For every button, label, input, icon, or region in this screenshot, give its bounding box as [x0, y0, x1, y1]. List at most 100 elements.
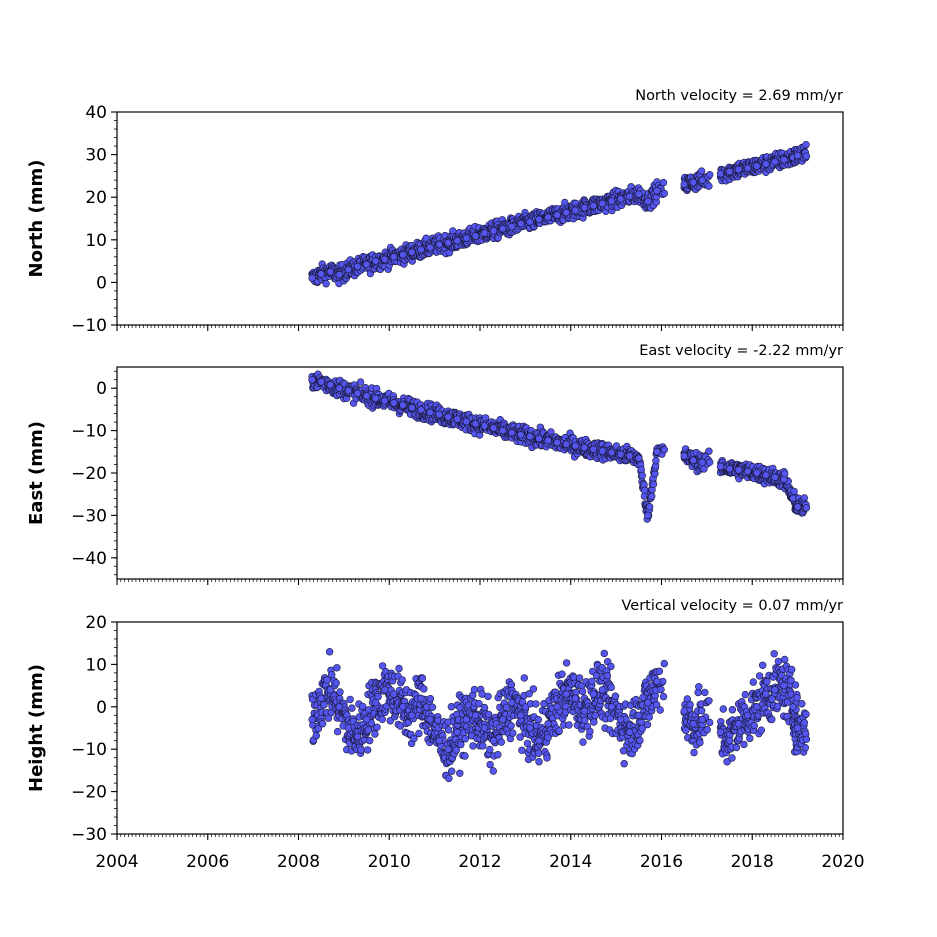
data-point — [749, 678, 757, 686]
data-point — [308, 376, 316, 384]
data-point — [435, 410, 443, 419]
data-point — [607, 683, 615, 692]
data-point — [353, 389, 362, 397]
data-point — [332, 679, 340, 687]
data-point — [456, 769, 464, 777]
data-point — [485, 710, 493, 719]
data-point — [625, 192, 634, 201]
data-point — [607, 448, 616, 457]
data-point — [494, 750, 502, 759]
data-point — [680, 707, 688, 715]
data-point — [753, 469, 761, 477]
data-point — [800, 719, 808, 727]
panel-title-north: North velocity = 2.69 mm/yr — [635, 88, 843, 104]
y-axis-label-north: North (mm) — [26, 160, 47, 278]
data-point — [793, 151, 802, 160]
data-point — [417, 406, 425, 414]
data-point — [444, 745, 452, 753]
data-point — [696, 738, 704, 747]
data-point — [580, 707, 589, 715]
data-point — [462, 418, 471, 426]
data-point — [444, 239, 452, 247]
data-point — [381, 255, 389, 264]
data-point — [486, 760, 494, 769]
data-point — [635, 454, 643, 462]
data-point — [336, 688, 344, 696]
data-point — [743, 467, 752, 475]
y-tick-label: −40 — [71, 549, 107, 569]
data-point — [453, 728, 461, 736]
data-point — [553, 703, 561, 711]
data-point — [544, 213, 552, 221]
data-point — [590, 718, 598, 726]
data-point — [408, 404, 416, 412]
data-point — [444, 726, 453, 734]
data-point — [390, 690, 398, 698]
data-point — [453, 415, 461, 423]
data-point — [603, 671, 612, 680]
data-point — [732, 743, 741, 752]
data-point — [611, 692, 620, 700]
data-point — [616, 715, 625, 724]
data-point — [480, 703, 489, 712]
data-point — [435, 736, 443, 745]
data-point — [647, 492, 656, 500]
data-point — [499, 225, 507, 233]
data-point — [415, 729, 423, 738]
data-point — [326, 268, 334, 276]
data-point — [571, 442, 579, 450]
y-tick-label: 10 — [85, 231, 107, 251]
data-point — [571, 694, 579, 702]
data-point — [308, 715, 316, 724]
data-point — [390, 399, 398, 407]
data-point — [793, 724, 802, 732]
data-point — [364, 726, 372, 734]
data-point — [580, 204, 589, 212]
y-tick-label: 10 — [85, 655, 107, 675]
data-point — [697, 707, 706, 715]
data-point — [638, 471, 646, 480]
data-point — [734, 720, 743, 728]
data-point — [716, 170, 725, 178]
data-point — [335, 384, 343, 392]
data-point — [362, 260, 371, 269]
data-point — [793, 503, 802, 511]
data-point — [344, 387, 353, 395]
data-point — [598, 686, 607, 694]
data-point — [398, 676, 406, 684]
data-point — [426, 243, 434, 252]
data-point — [705, 447, 713, 455]
data-point — [579, 738, 587, 746]
data-point — [348, 704, 356, 712]
panel-north: −10 0 10 20 30 40 North velocity = 2.69 mm/yr N… — [26, 88, 844, 336]
data-point — [308, 274, 316, 282]
data-point — [445, 774, 453, 783]
data-point — [758, 661, 767, 669]
data-point — [740, 740, 748, 749]
x-tick-label: 2012 — [458, 852, 501, 872]
data-point — [802, 504, 811, 512]
data-point — [346, 695, 354, 704]
data-point — [734, 165, 743, 174]
data-point — [526, 432, 534, 441]
data-point — [770, 650, 778, 658]
data-point — [719, 705, 727, 713]
data-point — [780, 475, 788, 484]
x-tick-label: 2004 — [95, 852, 138, 872]
data-point — [333, 727, 342, 736]
data-point — [534, 749, 543, 757]
data-point — [600, 649, 608, 658]
y-tick-label: −10 — [71, 740, 107, 760]
data-point — [580, 716, 589, 724]
data-point — [353, 262, 362, 271]
data-point — [426, 715, 434, 724]
data-point — [461, 752, 469, 760]
data-point — [701, 688, 709, 697]
data-point — [333, 664, 341, 672]
data-point — [471, 232, 480, 240]
data-point — [318, 719, 327, 728]
data-point — [479, 742, 487, 750]
data-point — [705, 182, 713, 190]
data-point — [695, 683, 703, 691]
